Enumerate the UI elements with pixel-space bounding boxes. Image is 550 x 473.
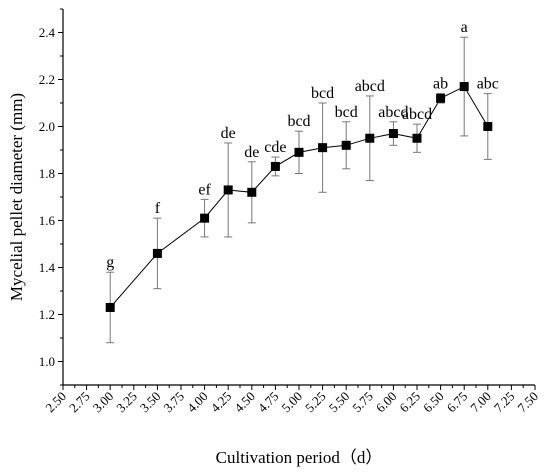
data-point — [270, 161, 280, 171]
y-tick-label: 1.2 — [39, 307, 55, 322]
significance-label: cde — [264, 139, 286, 156]
data-point — [341, 140, 351, 150]
y-tick-label: 1.4 — [39, 260, 56, 275]
data-point — [294, 147, 304, 157]
significance-label: ab — [433, 76, 448, 93]
data-point — [483, 122, 493, 131]
x-tick-label: 5.50 — [326, 389, 353, 416]
significance-label: bcd — [311, 85, 334, 102]
significance-label: abcd — [378, 104, 408, 121]
x-tick-label: 5.25 — [302, 389, 329, 416]
x-tick-label: 5.75 — [349, 389, 376, 416]
data-point — [365, 133, 375, 143]
x-tick-label: 4.00 — [184, 389, 211, 416]
significance-label: abcd — [355, 78, 385, 95]
x-tick-label: 4.25 — [208, 389, 235, 416]
significance-label: abcd — [402, 106, 432, 123]
data-point — [223, 185, 233, 195]
x-tick-label: 3.50 — [137, 389, 164, 416]
x-axis-title: Cultivation period（d） — [216, 448, 383, 467]
x-tick-label: 6.75 — [444, 389, 471, 416]
significance-label: g — [106, 254, 114, 271]
data-point — [436, 93, 446, 103]
x-tick-label: 4.50 — [231, 389, 258, 416]
axes: 2.502.753.003.253.503.754.004.254.504.75… — [39, 8, 541, 416]
y-tick-label: 1.6 — [39, 213, 56, 228]
y-tick-label: 2.0 — [39, 119, 55, 134]
x-tick-label: 2.50 — [42, 389, 69, 416]
x-tick-label: 3.25 — [113, 389, 140, 416]
data-point — [247, 187, 257, 197]
significance-label: bcd — [287, 113, 310, 130]
x-tick-label: 3.75 — [160, 389, 187, 416]
x-tick-label: 7.25 — [491, 389, 518, 416]
x-tick-label: 5.00 — [278, 389, 305, 416]
significance-label: ef — [198, 181, 211, 198]
y-tick-label: 1.0 — [39, 354, 55, 369]
significance-label: de — [244, 144, 259, 161]
data-point — [318, 143, 328, 153]
y-tick-label: 2.4 — [39, 25, 56, 40]
data-point — [105, 302, 115, 312]
significance-label: bcd — [335, 104, 358, 121]
data-point — [412, 133, 422, 143]
x-tick-label: 7.00 — [467, 389, 494, 416]
y-tick-label: 2.2 — [39, 72, 55, 87]
data-series — [105, 36, 493, 344]
x-tick-label: 6.25 — [396, 389, 423, 416]
data-point — [459, 82, 469, 92]
data-point — [152, 248, 162, 258]
x-tick-label: 3.00 — [90, 389, 117, 416]
x-tick-label: 7.50 — [514, 389, 541, 416]
y-axis-title: Mycelial pellet diameter (mm) — [7, 93, 26, 301]
y-tick-label: 1.8 — [39, 166, 55, 181]
data-point — [388, 129, 398, 139]
significance-label: a — [461, 19, 468, 36]
x-tick-label: 6.50 — [420, 389, 447, 416]
significance-label: f — [155, 200, 161, 217]
x-tick-label: 4.75 — [255, 389, 282, 416]
significance-label: abc — [477, 76, 499, 93]
significance-label: de — [221, 125, 236, 142]
x-tick-label: 2.75 — [66, 389, 93, 416]
data-point — [200, 213, 210, 223]
x-tick-label: 6.00 — [373, 389, 400, 416]
